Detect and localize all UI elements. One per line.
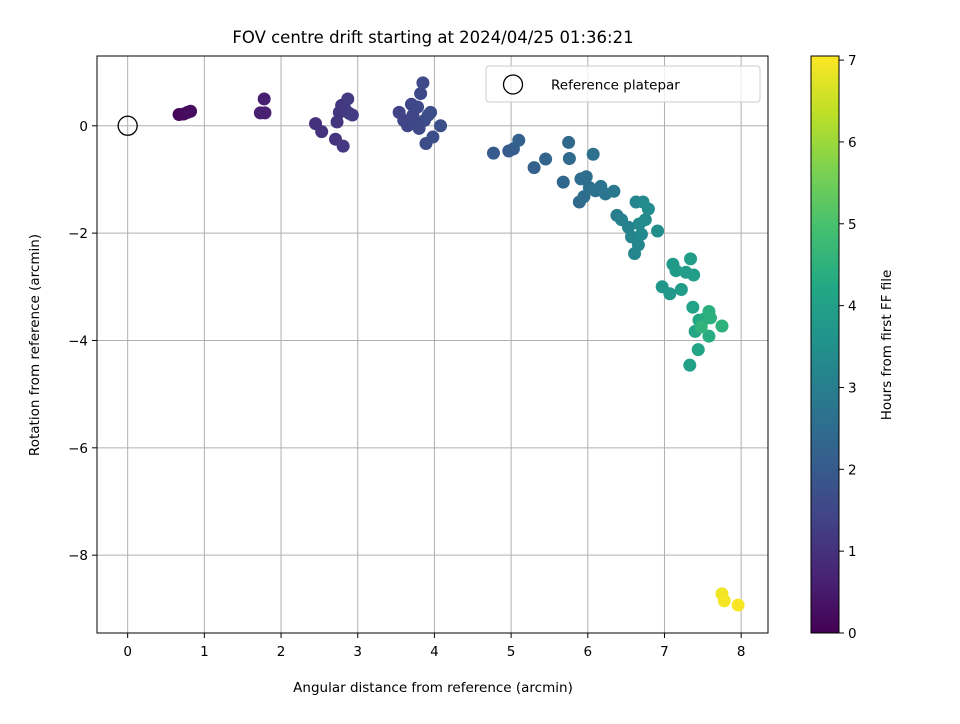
data-point (486, 146, 500, 160)
x-tick-label: 2 (277, 644, 286, 660)
legend-entry-reference-platepar: Reference platepar (551, 78, 680, 94)
data-point (694, 320, 708, 334)
data-point (731, 598, 745, 612)
x-tick-label: 4 (430, 644, 439, 660)
data-point (651, 224, 665, 238)
data-point (414, 87, 428, 101)
y-axis-label: Rotation from reference (arcmin) (27, 234, 43, 456)
data-point (424, 105, 438, 119)
x-tick-label: 0 (123, 644, 132, 660)
data-point (717, 594, 731, 608)
y-tick-label: −8 (68, 548, 88, 564)
colorbar-tick-label: 3 (848, 380, 857, 396)
x-axis-ticks: 0 1 2 3 4 5 6 7 8 (123, 633, 745, 660)
data-point (315, 125, 329, 139)
data-point (631, 238, 645, 252)
data-point (702, 329, 716, 343)
colorbar-tick-label: 5 (848, 217, 857, 233)
colorbar-tick-label: 2 (848, 462, 857, 478)
data-point (556, 175, 570, 189)
x-axis-label: Angular distance from reference (arcmin) (293, 680, 573, 696)
data-point (416, 76, 430, 90)
x-tick-label: 8 (737, 644, 746, 660)
data-point (669, 264, 683, 278)
data-point (527, 161, 541, 175)
colorbar-tick-label: 0 (848, 626, 857, 642)
data-point (641, 202, 655, 216)
data-point (257, 92, 271, 106)
colorbar-label: Hours from first FF file (879, 270, 895, 421)
data-point (579, 170, 593, 184)
data-point (426, 130, 440, 144)
data-points (172, 76, 745, 612)
y-axis-ticks: −8 −6 −4 −2 0 (68, 119, 97, 564)
x-tick-label: 5 (507, 644, 516, 660)
chart-title: FOV centre drift starting at 2024/04/25 … (232, 28, 633, 47)
reference-platepar-marker (117, 115, 138, 136)
data-point (687, 268, 701, 282)
data-point (674, 282, 688, 296)
data-point (691, 343, 705, 357)
colorbar-ticks: 0 1 2 3 4 5 6 7 (839, 53, 857, 642)
data-point (607, 184, 621, 198)
data-point (512, 133, 526, 147)
x-tick-label: 6 (583, 644, 592, 660)
data-point (686, 300, 700, 314)
reference-marker-layer (117, 115, 138, 136)
data-point (683, 358, 697, 372)
legend: Reference platepar (485, 65, 761, 103)
legend-box (485, 65, 761, 103)
y-tick-label: −2 (68, 226, 88, 242)
data-point (634, 227, 648, 241)
colorbar-gradient (810, 55, 840, 634)
data-point (562, 135, 576, 149)
colorbar-tick-label: 6 (848, 135, 857, 151)
colorbar-tick-label: 1 (848, 544, 857, 560)
legend-marker-reference (502, 74, 524, 95)
x-tick-label: 1 (200, 644, 209, 660)
x-tick-label: 7 (660, 644, 669, 660)
data-point (684, 252, 698, 266)
data-point (586, 147, 600, 161)
data-point (411, 100, 425, 114)
plot-frame (96, 55, 769, 634)
y-tick-label: 0 (79, 119, 88, 135)
data-point (663, 287, 677, 301)
data-point (703, 311, 717, 325)
data-point (341, 92, 355, 106)
colorbar-tick-label: 4 (848, 299, 857, 315)
data-point (336, 139, 350, 153)
data-point (562, 152, 576, 166)
data-point (715, 319, 729, 333)
data-point (258, 106, 272, 120)
colorbar: 0 1 2 3 4 5 6 7 Hours from first FF file (810, 53, 895, 642)
x-tick-label: 3 (353, 644, 362, 660)
data-point (638, 213, 652, 227)
data-point (539, 152, 553, 166)
data-point (345, 108, 359, 122)
colorbar-tick-label: 7 (848, 53, 857, 69)
y-tick-label: −6 (68, 441, 88, 457)
y-tick-label: −4 (68, 333, 88, 349)
data-point (184, 104, 198, 118)
data-point (434, 119, 448, 133)
